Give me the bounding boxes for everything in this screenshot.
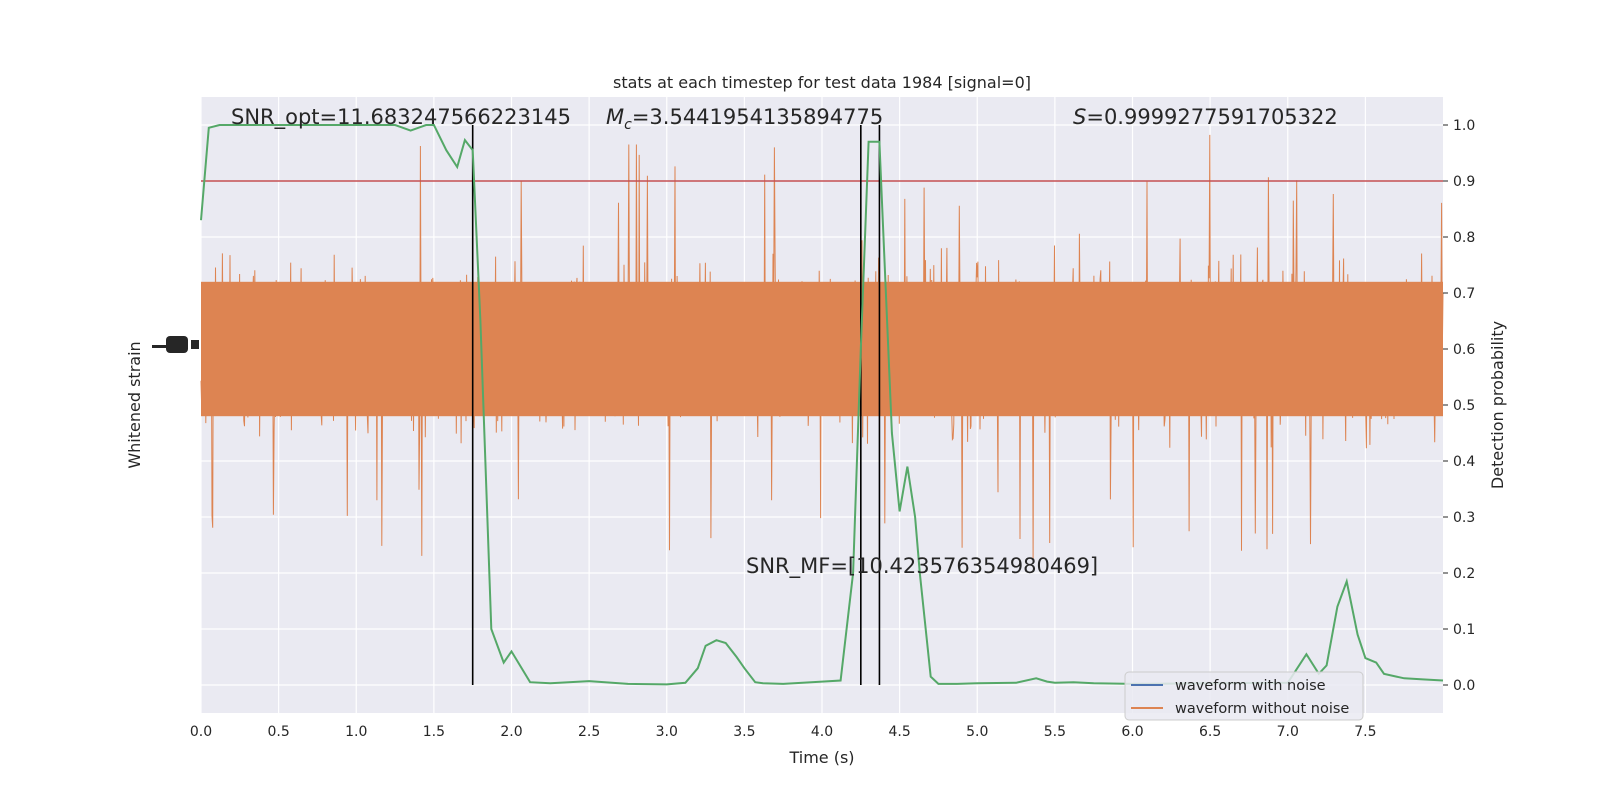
x-tick-label: 5.0 <box>966 724 988 740</box>
legend: waveform with noise waveform without noi… <box>1124 671 1364 721</box>
x-tick-label: 1.5 <box>423 724 445 740</box>
y-tick-label: 0.4 <box>1453 454 1475 470</box>
y-tick-label: 1.0 <box>1453 118 1475 134</box>
x-tick-label: 6.5 <box>1199 724 1221 740</box>
right-axis-label: Detection probability <box>1488 321 1507 489</box>
x-tick-label: 2.5 <box>578 724 600 740</box>
x-tick-label: 1.0 <box>345 724 367 740</box>
annotation-s: S=0.9999277591705322 <box>1073 105 1338 129</box>
annotation-snr-mf: SNR_MF=[10.423576354980469] <box>746 554 1098 579</box>
x-tick-label: 7.5 <box>1354 724 1376 740</box>
noise-core <box>201 281 1443 417</box>
x-tick-label: 0.0 <box>190 724 212 740</box>
x-axis-ticks: 0.0 0.5 1.0 1.5 2.0 2.5 3.0 3.5 4.0 4.5 5.0 5.5 6.0 6… <box>190 724 1377 740</box>
x-tick-label: 5.5 <box>1044 724 1066 740</box>
annotation-snr-opt: SNR_opt=11.683247566223145 <box>231 105 571 130</box>
y-tick-label: 0.9 <box>1453 174 1475 190</box>
y-tick-label: 0.7 <box>1453 286 1475 302</box>
y-tick-label: 0.3 <box>1453 510 1475 526</box>
y-tick-label: 0.6 <box>1453 342 1475 358</box>
x-tick-label: 3.5 <box>733 724 755 740</box>
detection-probability-line <box>200 124 1444 686</box>
legend-box <box>1124 671 1364 721</box>
x-tick-label: 0.5 <box>267 724 289 740</box>
chart-title: stats at each timestep for test data 198… <box>613 73 1031 92</box>
x-tick-label: 4.0 <box>811 724 833 740</box>
left-axis-label: Whitened strain <box>125 341 144 468</box>
legend-label-without-noise: waveform without noise <box>1175 701 1349 717</box>
x-tick-label: 2.0 <box>500 724 522 740</box>
x-tick-label: 4.5 <box>888 724 910 740</box>
y-tick-label: 0.1 <box>1453 622 1475 638</box>
series-waveform-without-noise <box>200 134 1444 562</box>
x-tick-label: 3.0 <box>656 724 678 740</box>
left-axis-tick-cluster <box>152 336 199 353</box>
x-axis-label: Time (s) <box>788 748 854 767</box>
right-axis-ticks: 0.0 0.1 0.2 0.3 0.4 0.5 0.6 0.7 0.8 0.9 1.0 <box>1443 118 1475 694</box>
vertical-markers <box>471 125 881 685</box>
y-tick-label: 0.8 <box>1453 230 1475 246</box>
annotation-mc: Mc=3.5441954135894775 <box>606 105 883 133</box>
y-tick-label: 0.0 <box>1453 678 1475 694</box>
legend-label-with-noise: waveform with noise <box>1175 678 1326 694</box>
x-tick-label: 6.0 <box>1121 724 1143 740</box>
y-tick-label: 0.5 <box>1453 398 1475 414</box>
x-tick-label: 7.0 <box>1277 724 1299 740</box>
y-tick-label: 0.2 <box>1453 566 1475 582</box>
